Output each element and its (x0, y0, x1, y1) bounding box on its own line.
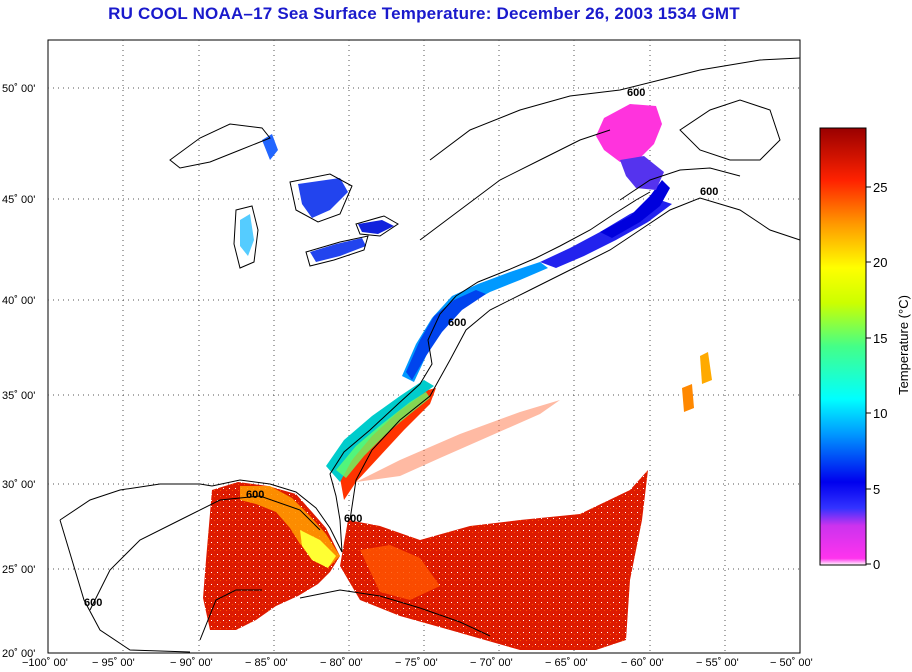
coastlines (59, 57, 801, 653)
lat-label: 35˚ 00' (2, 390, 35, 402)
colorbar-label: Temperature (°C) (896, 295, 911, 395)
colorbar-tick: 10 (873, 406, 887, 421)
bahamas-warm (360, 545, 440, 600)
lon-label: − 60˚ 00' (621, 657, 664, 669)
gulf-coast (59, 483, 213, 521)
offshore-patch-1 (682, 384, 694, 412)
lake-erie-sst (310, 238, 366, 262)
nova-scotia (619, 167, 741, 201)
lake-erie (305, 235, 369, 267)
lake-superior-sst (262, 134, 278, 160)
lon-label: − 90˚ 00' (170, 657, 213, 669)
gulf-st-lawrence-cold (596, 104, 662, 162)
lake-huron (289, 173, 353, 223)
gulf-st-lawrence-purple (620, 156, 664, 190)
lon-label: − 70˚ 00' (470, 657, 513, 669)
canada-coast (429, 57, 801, 161)
offshore-patch-2 (700, 352, 712, 384)
lon-label: − 50˚ 00' (770, 657, 813, 669)
sst-data (203, 104, 712, 650)
lon-axis: −100˚ 00' − 95˚ 00' − 90˚ 00' − 85˚ 00' … (22, 657, 813, 669)
colorbar: 25 20 15 10 5 0 Temperature (°C) (819, 127, 911, 572)
lake-superior (169, 123, 271, 169)
lon-label: − 95˚ 00' (92, 657, 135, 669)
lon-label: − 55˚ 00' (696, 657, 739, 669)
gulf-stream-sst (340, 388, 436, 500)
lat-label: 40˚ 00' (2, 295, 35, 307)
lat-label: 45˚ 00' (2, 194, 35, 206)
cuba (299, 589, 491, 637)
colorbar-tick: 25 (873, 180, 887, 195)
lake-ontario (355, 215, 399, 237)
colorbar-tick: 5 (873, 482, 880, 497)
contour-label: 600 (448, 317, 466, 329)
colorbar-tick: 15 (873, 331, 887, 346)
contour-label: 600 (344, 513, 362, 525)
lat-label: 25˚ 00' (2, 564, 35, 576)
contour-label: 600 (627, 87, 645, 99)
st-lawrence (419, 129, 611, 241)
lon-label: − 65˚ 00' (545, 657, 588, 669)
lon-label: − 75˚ 00' (395, 657, 438, 669)
florida-shelf-cool (300, 530, 336, 568)
lake-michigan-sst (240, 214, 254, 256)
gulf-stream-plume (356, 400, 560, 482)
colorbar-scale (819, 127, 867, 566)
contour-label: 600 (246, 489, 264, 501)
lon-label: −100˚ 00' (22, 657, 68, 669)
gulf-shelf-contour (89, 495, 321, 611)
newfoundland (679, 99, 781, 161)
lat-label: 30˚ 00' (2, 479, 35, 491)
southeast-shelf-green (336, 392, 430, 478)
colorbar-tick: 20 (873, 255, 887, 270)
lat-label: 50˚ 00' (2, 83, 35, 95)
shelf-contour (349, 197, 801, 521)
caribbean-sst (340, 470, 648, 650)
scotian-shelf-blue (600, 180, 670, 238)
contour-labels: 600 600 600 600 600 600 (84, 87, 718, 609)
mexico-coast (59, 519, 191, 653)
lake-huron-sst (298, 178, 348, 218)
contour-label: 600 (700, 186, 718, 198)
lon-label: − 85˚ 00' (245, 657, 288, 669)
lake-ontario-sst (358, 220, 394, 234)
map-title: RU COOL NOAA–17 Sea Surface Temperature:… (108, 4, 740, 23)
lake-michigan (233, 205, 259, 269)
contour-label: 600 (84, 597, 102, 609)
lat-label: 20˚ 00' (2, 648, 35, 660)
us-east-coast (211, 191, 651, 553)
lon-label: − 80˚ 00' (320, 657, 363, 669)
colorbar-tick: 0 (873, 557, 880, 572)
lat-axis: 50˚ 00' 45˚ 00' 40˚ 00' 35˚ 00' 30˚ 00' … (2, 83, 35, 660)
yucatan-coast (199, 589, 262, 641)
